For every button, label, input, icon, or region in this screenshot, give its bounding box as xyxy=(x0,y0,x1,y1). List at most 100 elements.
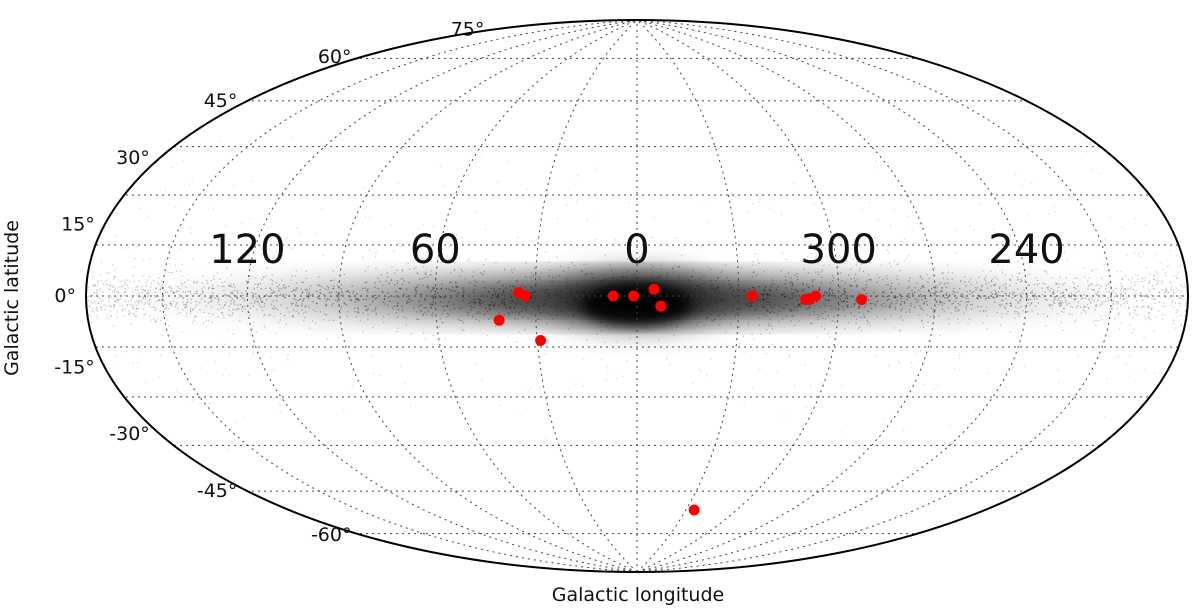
density-speckle xyxy=(217,316,219,318)
density-speckle xyxy=(586,218,588,221)
density-speckle xyxy=(448,245,450,248)
density-speckle xyxy=(1017,279,1019,281)
density-speckle xyxy=(323,319,325,321)
density-speckle xyxy=(1017,260,1019,262)
density-speckle xyxy=(1177,310,1179,312)
density-speckle xyxy=(751,264,754,266)
density-speckle xyxy=(279,411,282,413)
meridian-line xyxy=(534,20,638,572)
density-speckle xyxy=(90,315,92,318)
density-speckle xyxy=(100,306,102,308)
density-speckle xyxy=(751,349,753,352)
density-speckle xyxy=(1072,281,1074,283)
density-speckle xyxy=(129,311,132,314)
density-speckle xyxy=(1158,291,1161,293)
density-speckle xyxy=(1089,284,1091,286)
density-speckle xyxy=(823,265,825,267)
density-speckle xyxy=(789,356,791,358)
density-speckle xyxy=(1091,268,1093,271)
density-speckle xyxy=(949,425,951,427)
density-speckle xyxy=(110,315,112,317)
density-speckle xyxy=(483,270,485,273)
density-speckle xyxy=(93,292,95,294)
density-speckle xyxy=(888,365,890,367)
density-speckle xyxy=(806,255,809,257)
density-speckle xyxy=(95,291,97,293)
density-speckle xyxy=(768,207,771,209)
x-axis-label: Galactic longitude xyxy=(552,584,724,606)
density-speckle xyxy=(933,388,936,390)
density-speckle xyxy=(863,270,865,272)
density-speckle xyxy=(295,270,297,272)
density-speckle xyxy=(134,289,136,291)
density-speckle xyxy=(418,228,420,230)
source-point xyxy=(746,290,758,302)
density-speckle xyxy=(1148,312,1150,314)
density-speckle xyxy=(116,311,118,313)
density-speckle xyxy=(1153,372,1156,374)
density-speckle xyxy=(869,324,871,327)
density-speckle xyxy=(556,218,559,220)
density-speckle xyxy=(1164,305,1166,308)
density-speckle xyxy=(91,271,93,273)
density-speckle xyxy=(279,403,281,405)
density-speckle xyxy=(184,281,186,284)
density-speckle xyxy=(957,322,959,324)
density-speckle xyxy=(418,234,420,236)
density-speckle xyxy=(1100,315,1102,317)
density-speckle xyxy=(375,252,377,254)
density-speckle xyxy=(957,318,959,320)
density-speckle xyxy=(1142,252,1144,254)
density-speckle xyxy=(1062,329,1064,332)
density-speckle xyxy=(359,319,361,322)
density-speckle xyxy=(252,352,254,354)
density-speckle xyxy=(93,285,95,287)
density-speckle xyxy=(947,271,949,273)
density-speckle xyxy=(125,282,127,284)
density-speckle xyxy=(829,368,831,370)
density-speckle xyxy=(113,304,115,306)
meridian-line xyxy=(636,20,740,572)
density-speckle xyxy=(177,391,180,394)
density-speckle xyxy=(160,280,163,282)
density-speckle xyxy=(1171,299,1173,302)
density-speckle xyxy=(155,320,157,322)
density-speckle xyxy=(130,323,132,325)
density-speckle xyxy=(541,377,543,379)
density-speckle xyxy=(463,329,465,332)
density-speckle xyxy=(1179,302,1181,304)
density-speckle xyxy=(738,326,740,329)
latitude-tick-label: -60° xyxy=(311,524,352,546)
density-speckle xyxy=(164,314,167,317)
density-speckle xyxy=(1045,271,1047,273)
density-speckle xyxy=(1161,289,1163,291)
density-speckle xyxy=(114,275,116,277)
density-speckle xyxy=(362,330,364,333)
density-speckle xyxy=(213,275,215,277)
density-speckle xyxy=(1136,305,1138,308)
density-speckle xyxy=(806,407,808,409)
density-speckle xyxy=(1168,291,1170,294)
density-speckle xyxy=(810,322,813,324)
density-speckle xyxy=(264,214,266,216)
density-speckle xyxy=(92,311,95,313)
density-speckle xyxy=(113,276,115,279)
density-speckle xyxy=(1156,273,1158,275)
density-speckle xyxy=(475,211,477,213)
density-speckle xyxy=(866,323,868,326)
density-speckle xyxy=(219,278,221,280)
density-speckle xyxy=(759,368,761,370)
density-speckle xyxy=(261,279,263,281)
density-speckle xyxy=(855,264,857,266)
density-speckle xyxy=(766,329,768,331)
density-speckle xyxy=(133,266,135,268)
density-speckle xyxy=(103,304,105,306)
density-speckle xyxy=(1180,295,1183,297)
density-speckle xyxy=(113,367,116,369)
meridian-line xyxy=(434,20,638,572)
density-speckle xyxy=(1080,312,1082,314)
density-speckle xyxy=(767,322,770,325)
density-speckle xyxy=(887,245,889,247)
density-speckle xyxy=(1018,315,1020,317)
density-speckle xyxy=(506,160,508,162)
